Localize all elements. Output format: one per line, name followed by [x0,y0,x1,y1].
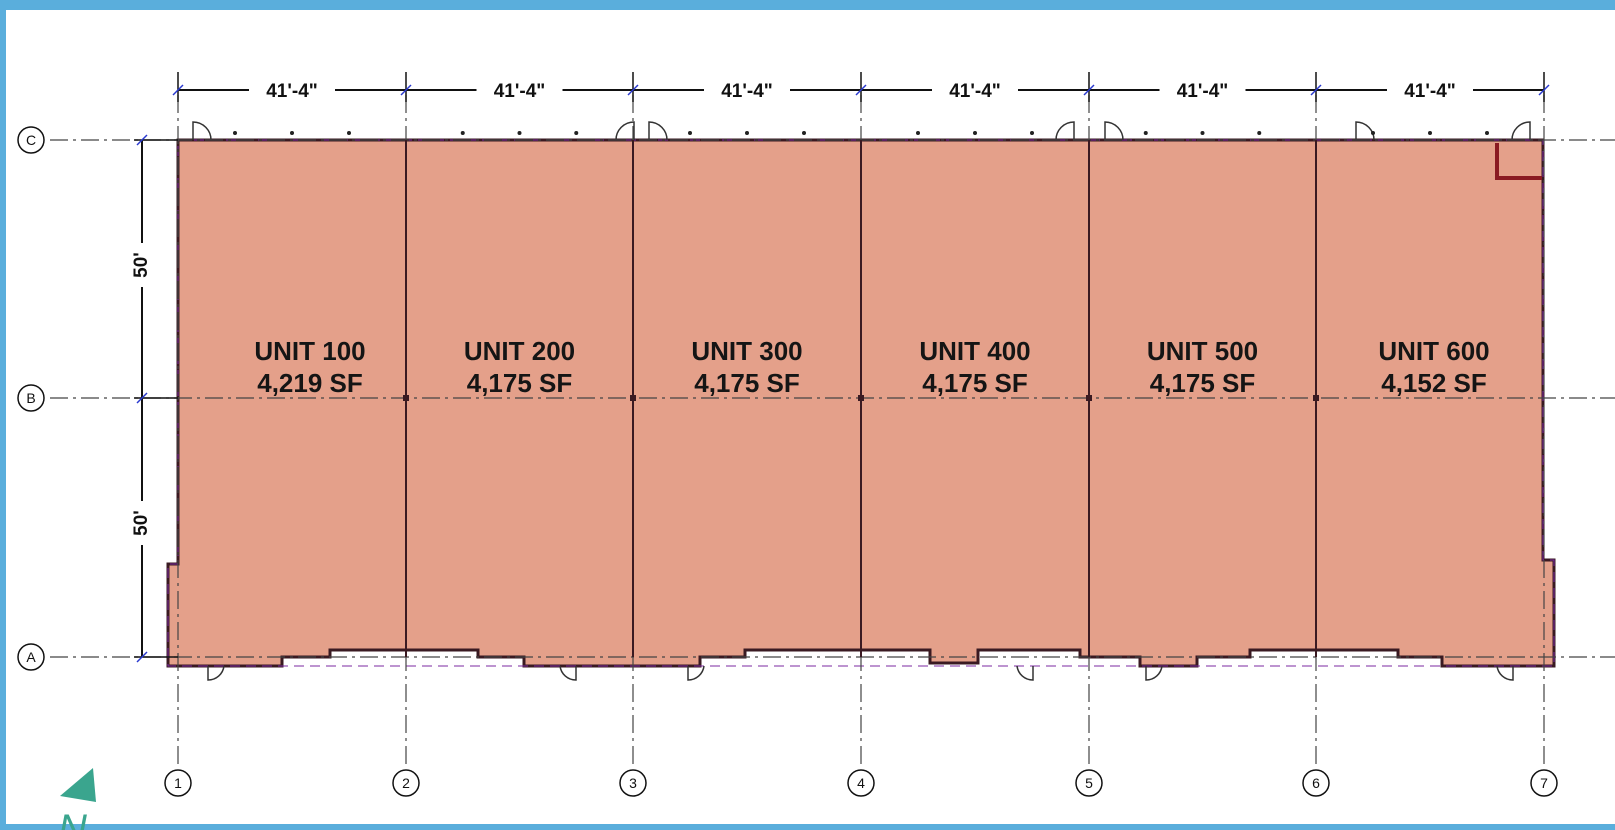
grid-bubble-label: 2 [402,775,410,791]
dimension-label-mask [704,76,790,102]
fixture-dot [233,131,237,135]
fixture-dot [973,131,977,135]
unit-name: UNIT 400 [919,336,1030,366]
unit-name: UNIT 300 [691,336,802,366]
dimension-tick [172,84,184,96]
column-dimension-label: 41'-4" [721,81,773,102]
fixture-dot [1371,131,1375,135]
dimension-lines: 41'-4" 41'-4" 41'-4" 41'-4" 41'-4" 41'-4" 50' 5… [130,72,1550,663]
column-dimension-label: 41'-4" [1404,81,1456,102]
row-dimension-label: 50' [131,510,152,536]
dimension-label-mask [130,501,154,545]
unit-name: UNIT 200 [464,336,575,366]
dimension-tick [400,84,412,96]
grid-bubble-row [17,643,45,671]
dimension-label-mask [130,243,154,287]
fixture-dot [574,131,579,135]
column-marker [403,395,409,401]
dimension-tick [1538,84,1550,96]
dimension-tick [855,84,867,96]
grid-bubble-label: C [26,132,36,148]
grid-bubble-column [392,769,420,797]
dimension-label-mask [1159,76,1246,102]
grid-bubble-column [1302,769,1330,797]
dimension-tick [136,392,148,404]
fixture-dot [1030,131,1034,135]
dimension-label-mask [1387,76,1473,102]
column-marker [630,395,636,401]
unit-area: 4,219 SF [257,368,363,398]
grid-bubble-row [17,126,45,154]
fixture-dot [1200,131,1205,135]
unit-area: 4,152 SF [1381,368,1487,398]
grid-bubble-label: 5 [1085,775,1093,791]
fixture-dot [1257,131,1262,135]
unit-area: 4,175 SF [922,368,1028,398]
fixture-dot [802,131,806,135]
door-swings [192,121,1531,681]
unit-area: 4,175 SF [1150,368,1256,398]
column-marker [1086,395,1092,401]
fixture-dot [916,131,920,135]
grid-bubble-label: B [26,390,35,406]
fixture-dot [460,131,465,135]
grid-bubble-row [17,384,45,412]
fixture-dot [1485,131,1489,135]
dimension-label-mask [476,76,563,102]
column-marker [1313,395,1319,401]
column-dimension-label: 41'-4" [266,81,318,102]
grid-bubble-label: 6 [1312,775,1320,791]
grid-bubble-column [164,769,192,797]
grid-bubble-column [619,769,647,797]
grid-bubble-label: 1 [174,775,182,791]
unit-dividers [233,131,1489,657]
grid-bubble-label: 4 [857,775,865,791]
row-dimension-label: 50' [131,252,152,278]
dimension-tick [136,134,148,146]
grid-bubbles: 1 2 3 4 5 6 7 C B A [17,126,1558,797]
fixture-dot [688,131,692,135]
grid-bubble-label: A [26,649,36,665]
dimension-tick [1310,84,1322,96]
unit-area: 4,175 SF [694,368,800,398]
column-dimension-label: 41'-4" [1177,81,1229,102]
fixture-dot [347,131,351,135]
grid-bubble-label: 3 [629,775,637,791]
corner-room [1495,143,1542,180]
unit-name: UNIT 600 [1378,336,1489,366]
fixture-dot [745,131,749,135]
north-arrow-icon: N [58,768,96,830]
fixture-dot [1428,131,1432,135]
dimension-label-mask [249,76,335,102]
unit-name: UNIT 500 [1147,336,1258,366]
fixture-dot [517,131,522,135]
unit-name: UNIT 100 [254,336,365,366]
grid-bubble-column [1075,769,1103,797]
fixture-dot [1143,131,1148,135]
grid-bubble-column [1530,769,1558,797]
dimension-tick [627,84,639,96]
grid-bubble-column [847,769,875,797]
north-label: N [58,807,87,830]
dimension-tick [136,651,148,663]
column-dimension-label: 41'-4" [494,81,546,102]
dimension-label-mask [932,76,1018,102]
dimension-tick [1083,84,1095,96]
unit-area: 4,175 SF [467,368,573,398]
column-marker [858,395,864,401]
column-dimension-label: 41'-4" [949,81,1001,102]
fixture-dot [290,131,294,135]
grid-bubble-label: 7 [1540,775,1548,791]
